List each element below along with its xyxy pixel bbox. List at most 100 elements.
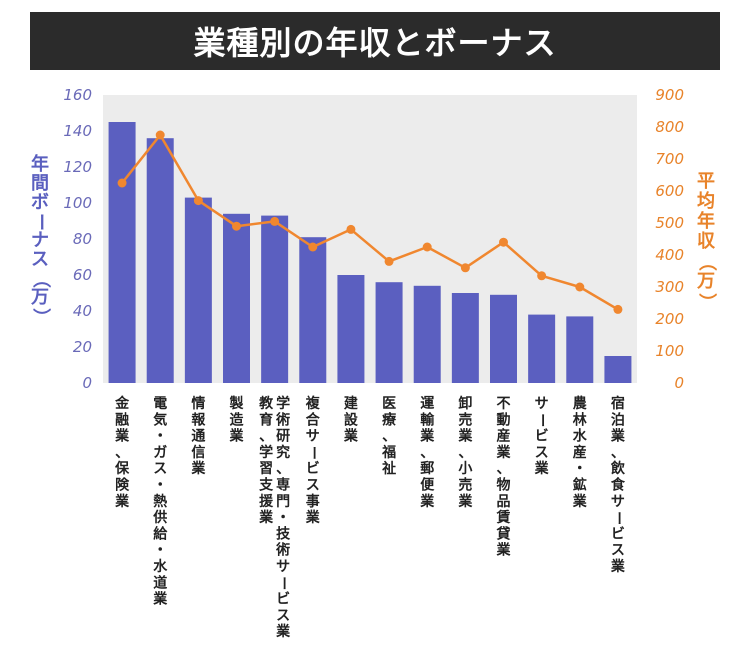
category-label: 建設業 [343, 395, 359, 445]
svg-text:ー: ー [610, 511, 626, 525]
line-point [270, 216, 280, 226]
bar [223, 213, 250, 383]
svg-text:、: 、 [382, 429, 396, 445]
svg-text:信: 信 [191, 444, 205, 461]
svg-text:ス: ス [153, 461, 167, 477]
svg-text:ー: ー [30, 213, 51, 231]
svg-text:（: （ [30, 270, 51, 288]
svg-text:業: 業 [190, 460, 206, 477]
svg-text:・: ・ [276, 510, 290, 526]
svg-text:収: 収 [697, 231, 716, 252]
bar [566, 316, 594, 383]
svg-text:（: （ [696, 253, 717, 271]
left-axis-ticks: 0 20 40 60 80 100 120 140 160 [63, 86, 92, 392]
svg-text:祉: 祉 [381, 460, 396, 477]
svg-text:業: 業 [114, 493, 130, 510]
svg-text:福: 福 [381, 444, 396, 461]
svg-text:ス: ス [276, 608, 290, 624]
bar [184, 197, 212, 383]
svg-text:サ: サ [276, 559, 290, 575]
right-axis-ticks: 0 100 200 300 400 500 600 700 800 900 [655, 86, 684, 392]
svg-text:鉱: 鉱 [573, 477, 587, 494]
svg-text:動: 動 [497, 411, 511, 428]
svg-text:平: 平 [697, 171, 715, 192]
svg-text:産: 産 [573, 444, 587, 461]
svg-text:医: 医 [382, 396, 396, 412]
svg-text:建: 建 [344, 395, 358, 412]
left-tick-label: 100 [63, 194, 92, 212]
bar [375, 282, 403, 383]
svg-text:学: 学 [276, 395, 290, 412]
svg-text:ビ: ビ [276, 592, 290, 608]
category-label: 医療、福祉 [381, 396, 397, 477]
svg-text:援: 援 [259, 493, 274, 510]
svg-text:門: 門 [276, 494, 290, 510]
right-tick-label: 500 [655, 214, 684, 232]
right-tick-label: 0 [674, 374, 684, 392]
svg-text:術: 術 [275, 411, 290, 428]
svg-text:業: 業 [610, 428, 626, 445]
svg-text:ス: ス [306, 478, 320, 494]
svg-text:ス: ス [535, 445, 549, 461]
svg-text:、: 、 [497, 461, 511, 477]
line-point [384, 256, 394, 266]
line-point [499, 237, 508, 247]
svg-text:電: 電 [153, 395, 167, 412]
left-tick-label: 140 [63, 122, 92, 140]
svg-text:、: 、 [259, 429, 273, 445]
svg-text:ナ: ナ [31, 230, 49, 251]
plot-area [103, 95, 637, 383]
svg-text:・: ・ [573, 461, 587, 477]
svg-text:間: 間 [31, 173, 49, 194]
svg-text:ー: ー [305, 446, 321, 460]
svg-text:給: 給 [153, 525, 168, 542]
svg-text:業: 業 [229, 428, 245, 445]
svg-text:業: 業 [457, 428, 473, 445]
svg-text:食: 食 [611, 477, 626, 494]
svg-text:ビ: ビ [306, 461, 320, 477]
left-tick-label: 80 [73, 230, 92, 248]
right-tick-label: 800 [655, 118, 684, 136]
right-tick-label: 400 [655, 246, 684, 264]
svg-text:支: 支 [258, 477, 274, 494]
svg-text:水: 水 [153, 558, 168, 575]
svg-text:業: 業 [496, 542, 512, 559]
svg-text:ー: ー [534, 413, 550, 427]
bar-series [108, 122, 632, 383]
svg-text:ス: ス [611, 543, 625, 559]
svg-text:宿: 宿 [611, 395, 625, 412]
left-tick-label: 120 [63, 158, 92, 176]
svg-text:、: 、 [611, 445, 625, 461]
svg-text:卸: 卸 [458, 395, 472, 412]
svg-text:情: 情 [191, 395, 205, 412]
svg-text:設: 設 [344, 411, 359, 428]
category-label: 金融業、保険業 [114, 395, 130, 510]
svg-text:ビ: ビ [611, 526, 625, 542]
svg-text:業: 業 [572, 493, 588, 510]
svg-text:万: 万 [30, 287, 49, 308]
svg-text:サ: サ [306, 429, 320, 445]
svg-text:水: 水 [573, 428, 588, 445]
svg-text:通: 通 [191, 429, 205, 445]
left-tick-label: 60 [73, 266, 92, 284]
svg-text:、: 、 [420, 445, 434, 461]
svg-text:サ: サ [535, 396, 549, 412]
svg-text:合: 合 [306, 411, 321, 428]
svg-text:究: 究 [276, 444, 290, 461]
line-point [460, 263, 470, 273]
svg-text:術: 術 [275, 542, 290, 559]
svg-text:業: 業 [305, 509, 321, 526]
svg-text:技: 技 [276, 525, 291, 542]
svg-text:郵: 郵 [420, 460, 434, 477]
svg-text:金: 金 [114, 395, 130, 412]
right-tick-label: 700 [655, 150, 684, 168]
bar [146, 138, 174, 383]
svg-text:サ: サ [611, 494, 625, 510]
bar [261, 215, 289, 383]
